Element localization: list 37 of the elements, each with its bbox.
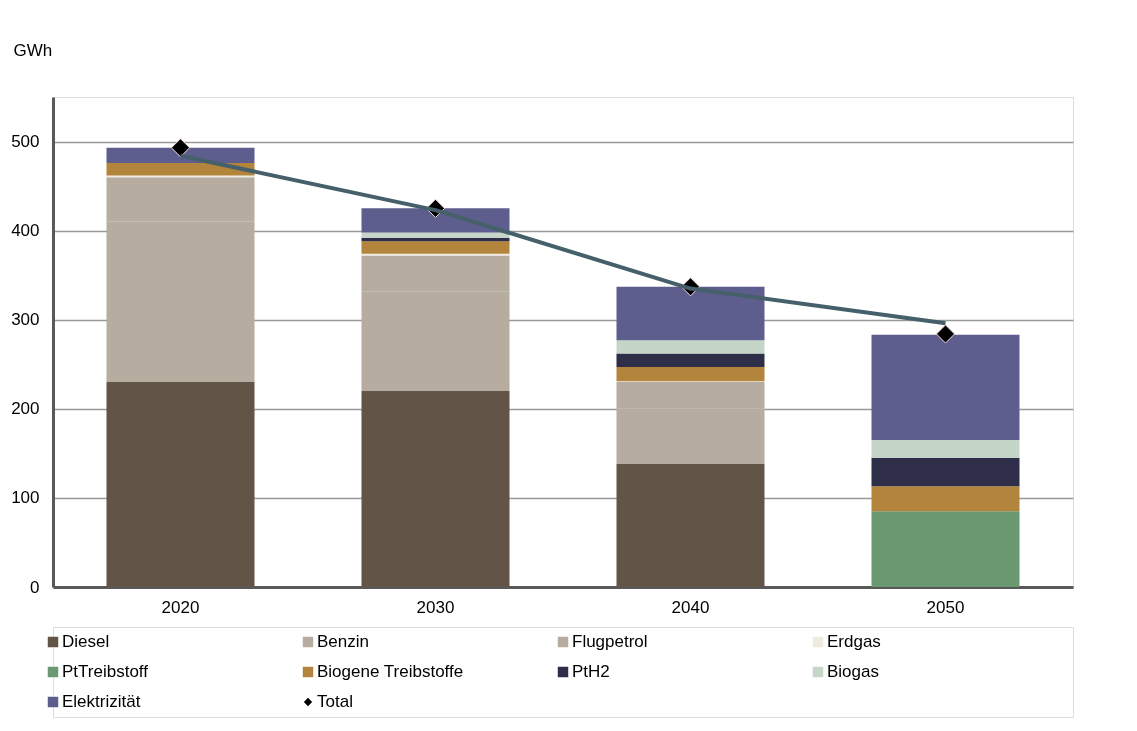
- legend-label: Benzin: [317, 632, 369, 651]
- bar: [871, 334, 1020, 440]
- legend-label: Diesel: [62, 632, 110, 651]
- point: [170, 138, 191, 158]
- bar: [616, 340, 765, 354]
- x-tick-label: 2040: [671, 597, 710, 617]
- y-tick-label: 300: [11, 310, 40, 330]
- bar: [616, 286, 765, 341]
- bar: [871, 440, 1020, 458]
- legend-label: Erdgas: [827, 632, 881, 651]
- legend-label: Total: [317, 692, 353, 711]
- bar: [871, 486, 1020, 512]
- legend-label: Elektrizität: [62, 692, 141, 711]
- bar: [871, 511, 1020, 587]
- x-tick-label: 2050: [926, 597, 965, 617]
- legend-label: Flugpetrol: [572, 632, 648, 651]
- bar: [361, 232, 510, 238]
- bar: [361, 391, 510, 587]
- y-tick-label: 200: [11, 399, 40, 419]
- bar: [106, 382, 255, 587]
- legend-label: Biogene Treibstoffe: [317, 662, 464, 681]
- x-tick-label: 2020: [161, 597, 200, 617]
- y-tick-label: 400: [11, 221, 40, 241]
- point: [935, 324, 956, 344]
- bar: [616, 464, 765, 587]
- legend-label: Biogas: [827, 662, 879, 681]
- y-tick-label: 100: [11, 488, 40, 508]
- legend-label: PtTreibstoff: [62, 662, 149, 681]
- y-tick-label: 0: [30, 577, 40, 597]
- bar: [616, 366, 765, 382]
- y-axis-title: GWh: [13, 40, 53, 60]
- bar: [871, 457, 1020, 487]
- legend-label: PtH2: [572, 662, 610, 681]
- bar: [616, 353, 765, 367]
- y-tick-label: 500: [11, 132, 40, 152]
- bar: [361, 241, 510, 254]
- x-tick-label: 2030: [416, 597, 455, 617]
